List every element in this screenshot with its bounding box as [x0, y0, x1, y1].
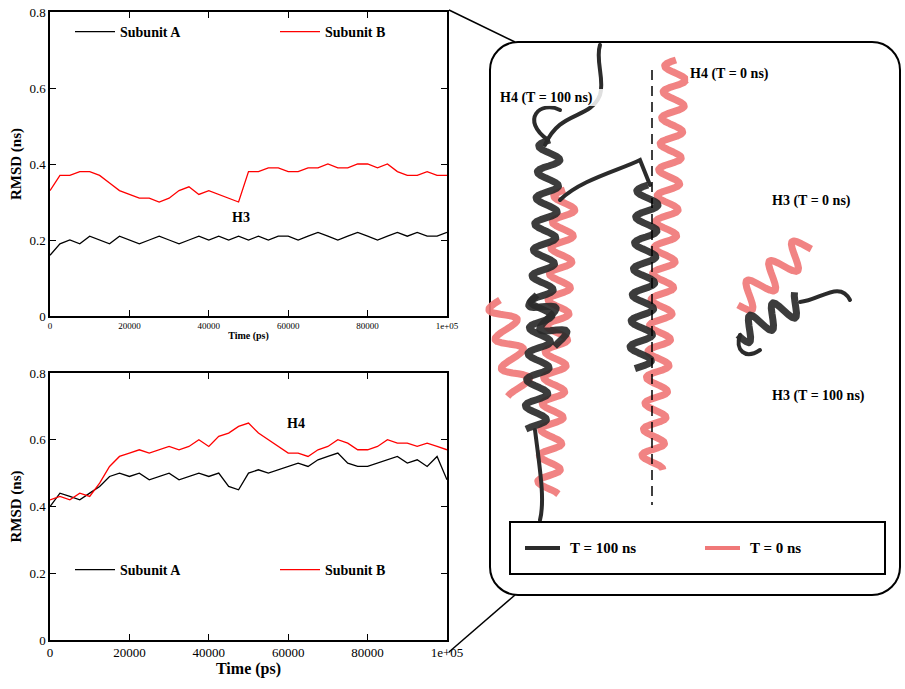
svg-text:40000: 40000 — [193, 645, 226, 660]
svg-text:1e+05: 1e+05 — [431, 645, 464, 660]
svg-text:0.6: 0.6 — [29, 81, 46, 96]
svg-text:H4: H4 — [287, 416, 305, 431]
svg-text:0: 0 — [39, 309, 46, 324]
svg-text:0.8: 0.8 — [29, 366, 45, 381]
svg-text:T = 100 ns: T = 100 ns — [570, 540, 636, 556]
svg-text:40000: 40000 — [198, 321, 221, 331]
svg-text:Time (ps): Time (ps) — [216, 660, 281, 678]
svg-text:20000: 20000 — [118, 321, 141, 331]
svg-text:80000: 80000 — [351, 645, 384, 660]
svg-text:H3: H3 — [232, 210, 250, 225]
svg-text:Subunit B: Subunit B — [325, 25, 385, 40]
svg-text:H3 (T = 100 ns): H3 (T = 100 ns) — [772, 388, 865, 404]
svg-text:0: 0 — [39, 633, 46, 648]
svg-text:T = 0 ns: T = 0 ns — [750, 540, 801, 556]
svg-text:1e+05: 1e+05 — [436, 321, 459, 331]
svg-text:0.2: 0.2 — [29, 566, 45, 581]
svg-text:80000: 80000 — [356, 321, 379, 331]
svg-text:Time (ps): Time (ps) — [228, 330, 269, 342]
svg-text:RMSD (ns): RMSD (ns) — [8, 128, 25, 200]
svg-text:60000: 60000 — [272, 645, 305, 660]
svg-text:Subunit A: Subunit A — [120, 563, 181, 578]
svg-text:60000: 60000 — [277, 321, 300, 331]
svg-text:0.2: 0.2 — [29, 233, 45, 248]
svg-text:0.4: 0.4 — [29, 157, 46, 172]
svg-text:RMSD (ns): RMSD (ns) — [8, 470, 25, 542]
svg-text:0.4: 0.4 — [29, 499, 46, 514]
svg-text:0: 0 — [48, 321, 53, 331]
svg-text:0: 0 — [47, 645, 54, 660]
svg-text:0.8: 0.8 — [29, 5, 45, 20]
svg-text:H3 (T = 0 ns): H3 (T = 0 ns) — [772, 193, 851, 209]
svg-text:Subunit B: Subunit B — [325, 563, 385, 578]
svg-text:H4 (T = 100 ns): H4 (T = 100 ns) — [500, 90, 593, 106]
svg-text:H4 (T = 0 ns): H4 (T = 0 ns) — [690, 66, 769, 82]
svg-text:20000: 20000 — [113, 645, 146, 660]
svg-text:Subunit A: Subunit A — [120, 25, 181, 40]
svg-text:0.6: 0.6 — [29, 432, 46, 447]
